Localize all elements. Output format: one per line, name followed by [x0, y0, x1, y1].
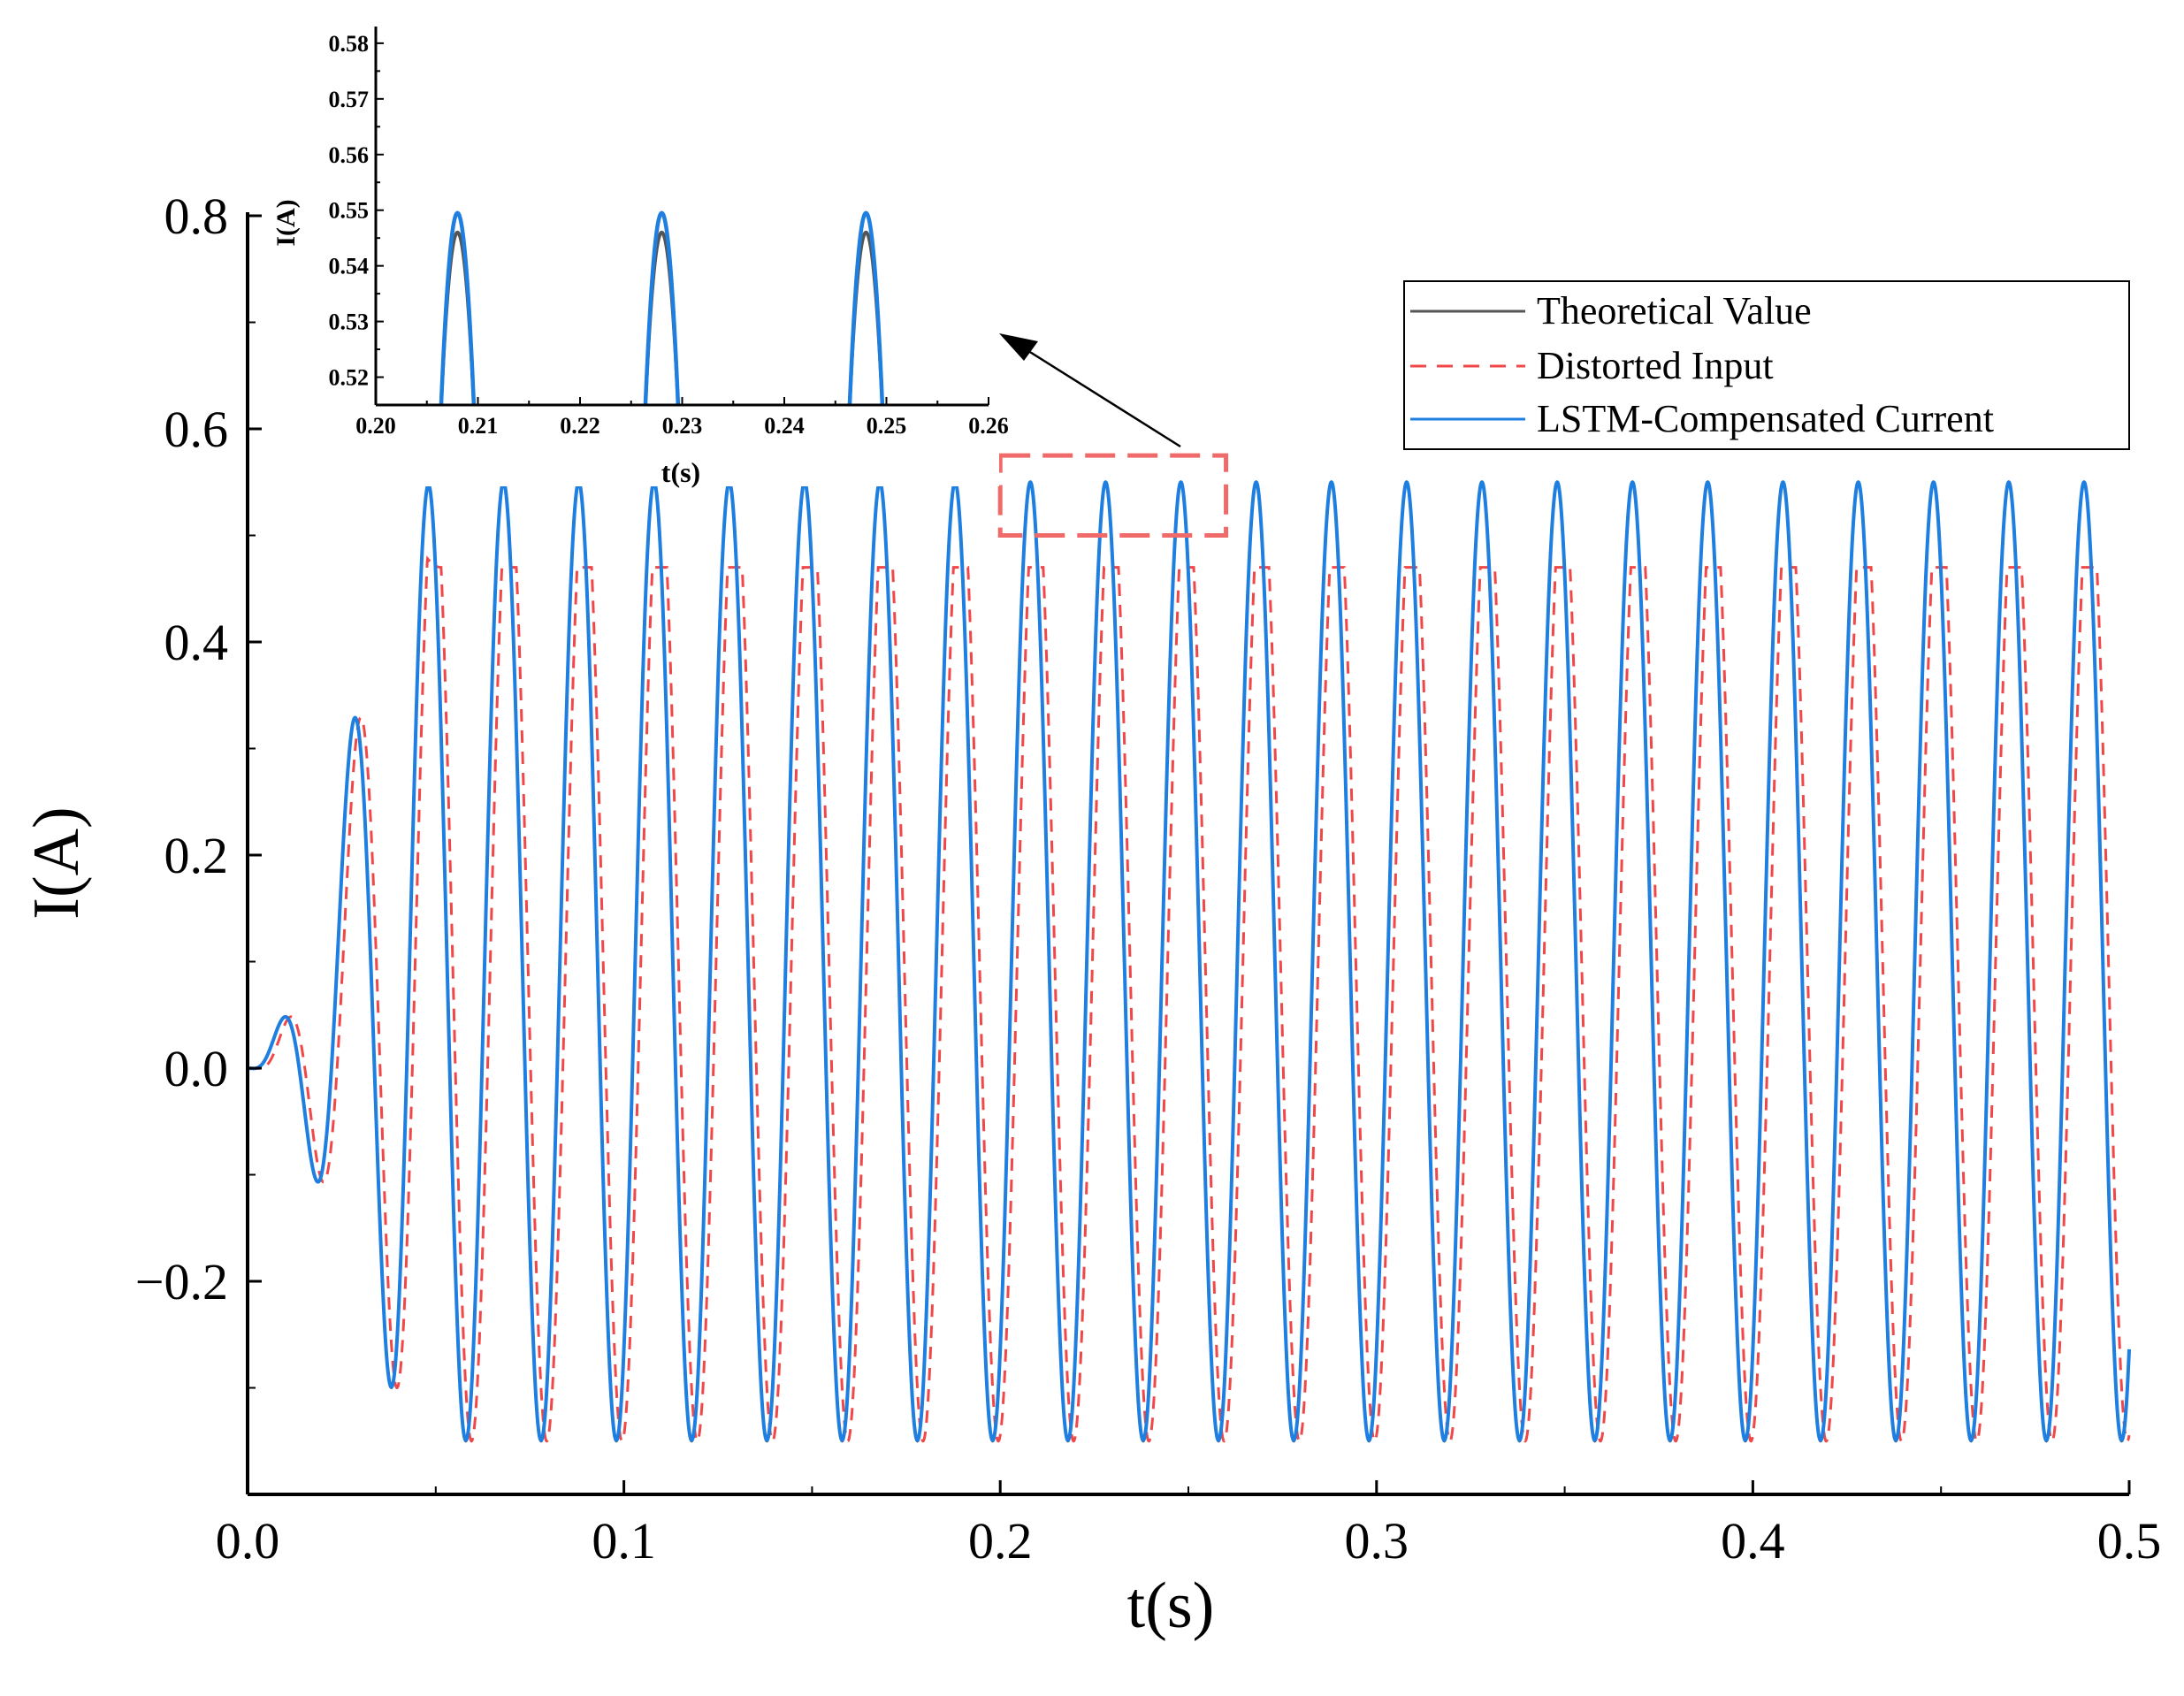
- zoom-arrow: [1025, 348, 1181, 448]
- inset-x-tick-label: 0.26: [968, 413, 1009, 439]
- x-tick-label: 0.0: [216, 1512, 280, 1570]
- x-tick-label: 0.4: [1721, 1512, 1785, 1570]
- series-line-lstm: [248, 480, 2131, 1442]
- x-tick-label: 0.1: [592, 1512, 656, 1570]
- inset-y-tick-label: 0.53: [329, 309, 370, 335]
- inset-y-tick-label: 0.57: [329, 87, 370, 112]
- y-axis-label: I(A): [20, 806, 93, 919]
- inset-series-group: [439, 210, 885, 406]
- inset-plot: 0.20 0.21 0.22 0.23 0.24 0.25 0.26 0.52 0.53 0.54…: [271, 27, 1009, 488]
- y-tick-label: 0.6: [164, 401, 229, 458]
- inset-axes: 0.20 0.21 0.22 0.23 0.24 0.25 0.26 0.52 0.53 0.54…: [329, 27, 1009, 439]
- inset-x-tick-label: 0.21: [458, 413, 499, 439]
- inset-y-axis-label: I(A): [271, 199, 301, 246]
- y-tick-label: −0.2: [135, 1253, 228, 1310]
- x-axis-label: t(s): [1127, 1570, 1215, 1642]
- inset-x-tick-label: 0.23: [662, 413, 703, 439]
- main-axes: 0.0 0.1 0.2 0.3 0.4 0.5 −0.2 0.0 0.2 0.4 0.6 0.8: [135, 187, 2161, 1570]
- inset-y-tick-label: 0.58: [329, 31, 370, 57]
- main-series-group: [248, 480, 2131, 1443]
- inset-y-tick-label: 0.55: [329, 198, 370, 224]
- legend-label-distorted: Distorted Input: [1537, 344, 1774, 387]
- inset-series-line-lstm: [439, 210, 885, 406]
- inset-y-tick-label: 0.54: [329, 254, 370, 279]
- y-tick-label: 0.0: [164, 1040, 229, 1097]
- y-tick-label: 0.2: [164, 827, 229, 884]
- legend: Theoretical Value Distorted Input LSTM-C…: [1403, 280, 2130, 450]
- inset-x-tick-label: 0.25: [867, 413, 907, 439]
- inset-y-tick-label: 0.52: [329, 365, 370, 391]
- x-tick-label: 0.3: [1345, 1512, 1409, 1570]
- inset-x-axis-label: t(s): [661, 456, 700, 488]
- inset-y-tick-label: 0.56: [329, 142, 370, 168]
- highlight-box: [997, 453, 1229, 538]
- y-tick-label: 0.8: [164, 187, 229, 245]
- main-plot: 0.0 0.1 0.2 0.3 0.4 0.5 −0.2 0.0 0.2 0.4 0.6 0.8 t(…: [20, 187, 2161, 1642]
- highlight-annotation: [997, 333, 1229, 538]
- legend-label-theoretical: Theoretical Value: [1537, 289, 1812, 332]
- inset-x-tick-label: 0.22: [560, 413, 600, 439]
- x-tick-label: 0.5: [2097, 1512, 2162, 1570]
- inset-x-tick-label: 0.20: [355, 413, 396, 439]
- zoom-arrow-head: [999, 333, 1038, 361]
- inset-x-tick-label: 0.24: [764, 413, 805, 439]
- x-tick-label: 0.2: [968, 1512, 1033, 1570]
- inset-background: [292, 27, 999, 486]
- legend-label-lstm: LSTM-Compensated Current: [1537, 397, 1994, 440]
- y-tick-label: 0.4: [164, 614, 229, 671]
